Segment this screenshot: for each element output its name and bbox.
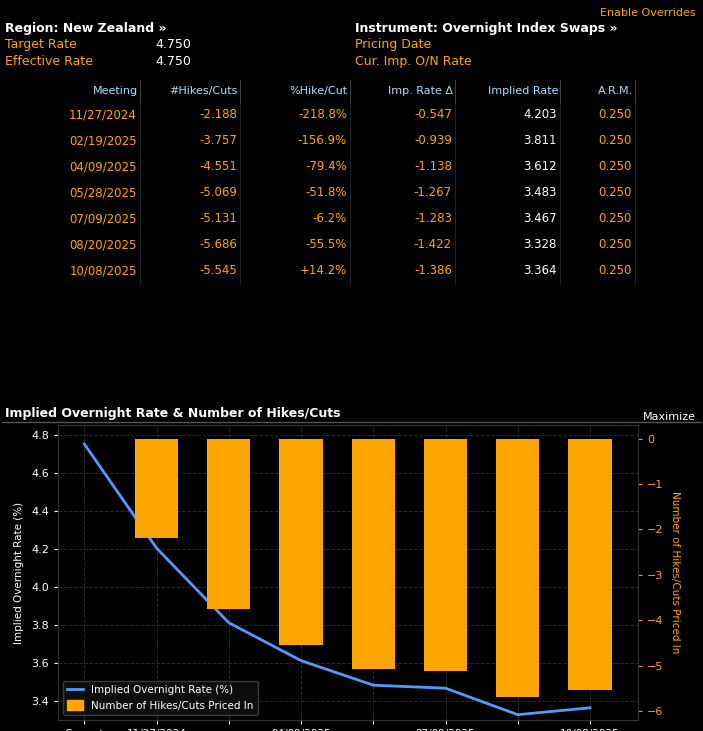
Text: 11/27/2024: 11/27/2024 (69, 108, 137, 121)
Text: 10/08/2025: 10/08/2025 (70, 265, 137, 278)
Text: #Hikes/Cuts: #Hikes/Cuts (169, 86, 238, 96)
Text: 04/09/2025: 04/09/2025 (70, 161, 137, 173)
Bar (496, 439, 539, 697)
Text: 0.250: 0.250 (599, 108, 632, 121)
Text: Effective Rate: Effective Rate (5, 55, 93, 68)
Text: 11/22/2024: 11/22/2024 (572, 37, 652, 50)
Text: 4.750: 4.750 (646, 54, 682, 67)
Text: -0.939: -0.939 (414, 135, 452, 148)
Bar (279, 439, 323, 645)
Text: -4.551: -4.551 (199, 161, 237, 173)
Text: -1.138: -1.138 (414, 161, 452, 173)
Text: %Hike/Cut: %Hike/Cut (290, 86, 348, 96)
Text: -55.5%: -55.5% (306, 238, 347, 251)
Text: 3.612: 3.612 (523, 161, 557, 173)
Text: -79.4%: -79.4% (305, 161, 347, 173)
Text: Imp. Rate Δ: Imp. Rate Δ (388, 86, 453, 96)
Text: -1.283: -1.283 (414, 213, 452, 225)
Text: -1.267: -1.267 (414, 186, 452, 200)
Text: 4.750: 4.750 (155, 55, 191, 68)
Bar (135, 439, 179, 538)
Y-axis label: Number of Hikes/Cuts Priced In: Number of Hikes/Cuts Priced In (670, 491, 681, 654)
Text: Implied Rate: Implied Rate (487, 86, 558, 96)
Text: Meeting: Meeting (93, 86, 138, 96)
Text: -156.9%: -156.9% (298, 135, 347, 148)
Y-axis label: Implied Overnight Rate (%): Implied Overnight Rate (%) (14, 501, 24, 643)
Text: Enable Overrides: Enable Overrides (600, 8, 696, 18)
Text: -3.757: -3.757 (199, 135, 237, 148)
Text: 08/20/2025: 08/20/2025 (70, 238, 137, 251)
Text: 4.203: 4.203 (524, 108, 557, 121)
Text: 0.250: 0.250 (599, 238, 632, 251)
Text: Region: New Zealand »: Region: New Zealand » (5, 22, 167, 35)
Text: A.R.M.: A.R.M. (598, 86, 633, 96)
Text: -5.545: -5.545 (199, 265, 237, 278)
Text: -218.8%: -218.8% (298, 108, 347, 121)
Text: Target Rate: Target Rate (5, 38, 77, 51)
Text: 4.750: 4.750 (155, 38, 191, 51)
Bar (207, 439, 250, 609)
Bar (568, 439, 612, 690)
Text: -5.069: -5.069 (199, 186, 237, 200)
Text: -51.8%: -51.8% (306, 186, 347, 200)
Legend: Implied Overnight Rate (%), Number of Hikes/Cuts Priced In: Implied Overnight Rate (%), Number of Hi… (63, 681, 258, 715)
Text: -6.2%: -6.2% (313, 213, 347, 225)
Text: 02/19/2025: 02/19/2025 (70, 135, 137, 148)
Text: 0.250: 0.250 (599, 135, 632, 148)
Bar (424, 439, 467, 672)
Text: 3.811: 3.811 (524, 135, 557, 148)
Text: -1.386: -1.386 (414, 265, 452, 278)
Text: Instrument: Overnight Index Swaps »: Instrument: Overnight Index Swaps » (355, 22, 617, 35)
Text: 05/28/2025: 05/28/2025 (70, 186, 137, 200)
Text: -5.686: -5.686 (199, 238, 237, 251)
Text: -0.547: -0.547 (414, 108, 452, 121)
Text: 07/09/2025: 07/09/2025 (70, 213, 137, 225)
Text: 0.250: 0.250 (599, 186, 632, 200)
Text: -1.422: -1.422 (414, 238, 452, 251)
Text: Pricing Date: Pricing Date (355, 38, 431, 51)
Text: 3.467: 3.467 (523, 213, 557, 225)
Text: 0.250: 0.250 (599, 265, 632, 278)
Text: Implied Overnight Rate & Number of Hikes/Cuts: Implied Overnight Rate & Number of Hikes… (5, 407, 340, 420)
Text: -2.188: -2.188 (199, 108, 237, 121)
Text: 0.250: 0.250 (599, 213, 632, 225)
Bar (352, 439, 395, 669)
Text: 0.250: 0.250 (599, 161, 632, 173)
Text: Cur. Imp. O/N Rate: Cur. Imp. O/N Rate (355, 55, 472, 68)
Text: Maximize: Maximize (643, 412, 695, 422)
Text: 3.364: 3.364 (524, 265, 557, 278)
Text: 3.328: 3.328 (524, 238, 557, 251)
Text: +14.2%: +14.2% (299, 265, 347, 278)
Text: -5.131: -5.131 (199, 213, 237, 225)
Text: 3.483: 3.483 (524, 186, 557, 200)
